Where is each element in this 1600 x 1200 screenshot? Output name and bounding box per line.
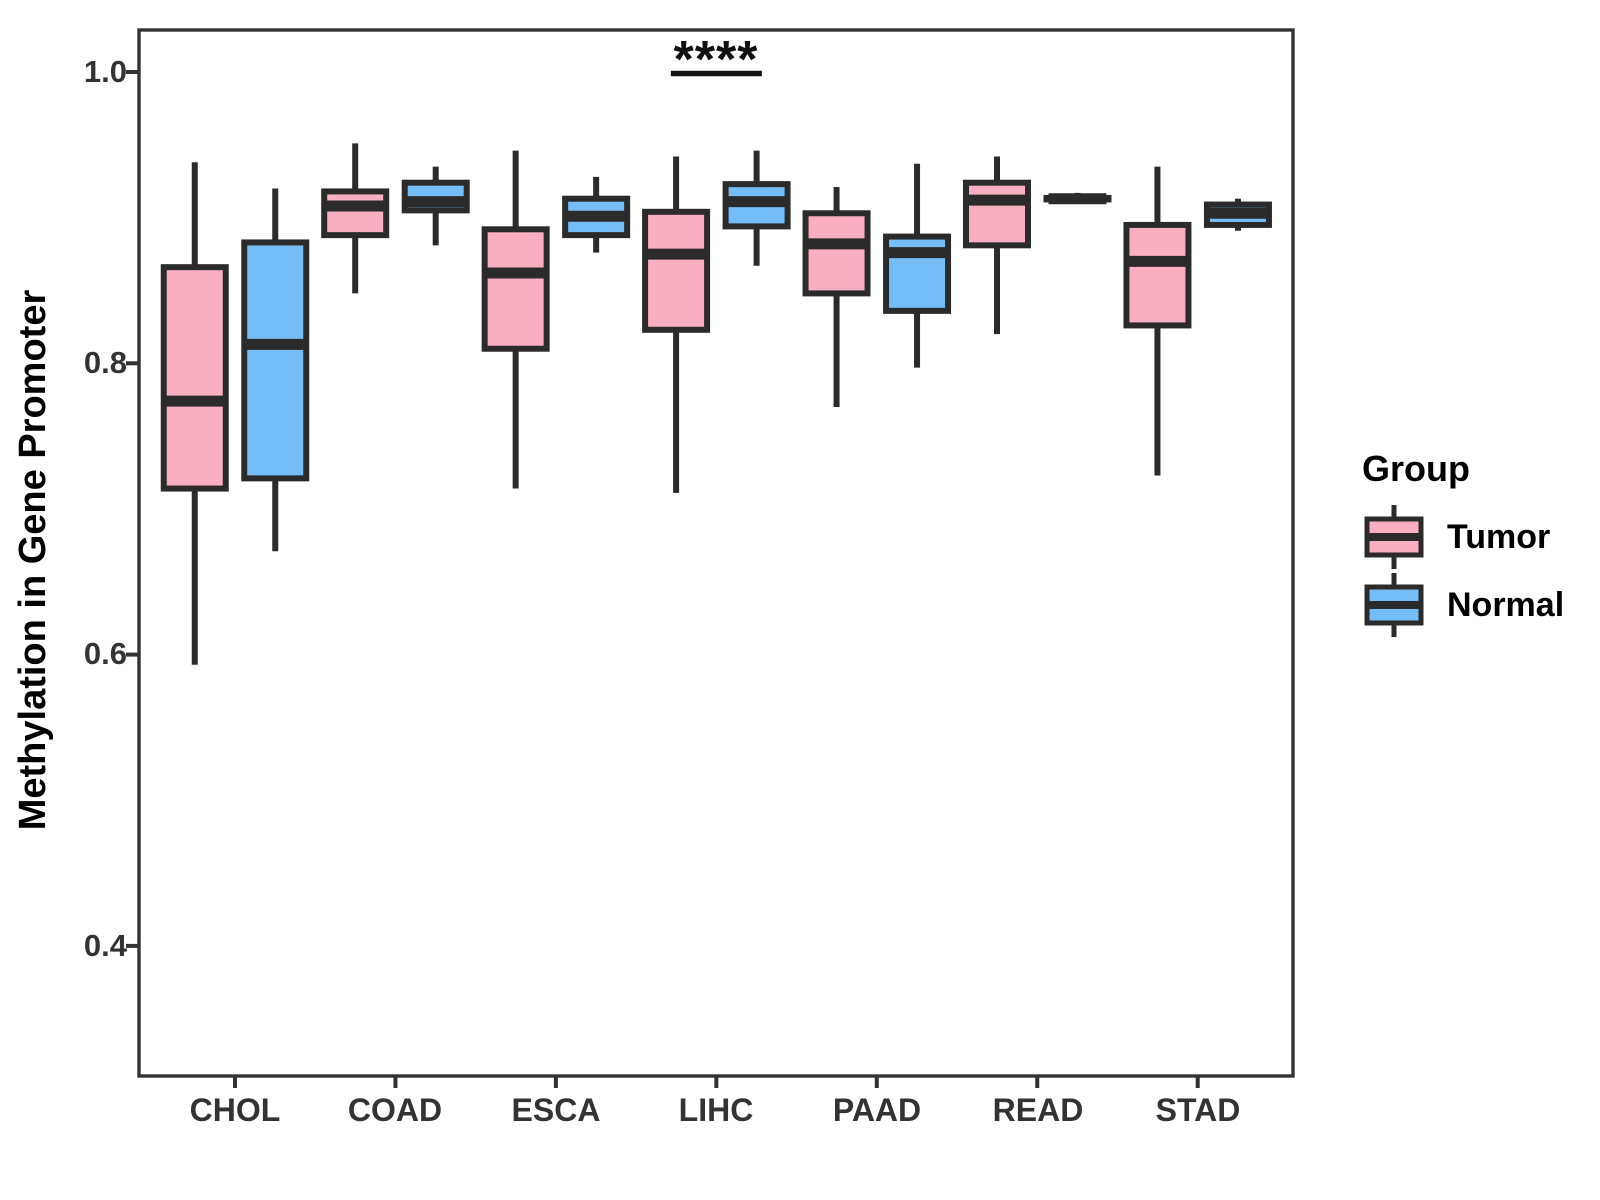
boxplot-lihc-normal [722, 150, 791, 266]
legend-title: Group [1362, 448, 1470, 489]
x-tick-label-paad: PAAD [832, 1092, 922, 1128]
boxplot-chol-tumor [160, 162, 229, 665]
iqr-box [321, 188, 390, 239]
y-tick-label-0-4: 0.4 [83, 928, 127, 963]
legend-glyph-normal [1364, 573, 1424, 637]
x-tick-label-chol: CHOL [189, 1092, 281, 1128]
boxplot-read-tumor [963, 156, 1031, 335]
boxplot-read-normal [1043, 192, 1112, 205]
y-tick-label-0-6: 0.6 [83, 636, 127, 671]
boxplot-stad-tumor [1123, 166, 1192, 476]
iqr-box [1123, 221, 1192, 329]
y-tick-label-1-0: 1.0 [83, 54, 127, 89]
iqr-box [963, 179, 1031, 249]
x-tick-label-read: READ [992, 1092, 1084, 1128]
legend-label-normal: Normal [1447, 586, 1565, 624]
iqr-box [160, 264, 229, 492]
boxplot-stad-normal [1203, 198, 1272, 231]
boxplot-paad-tumor [802, 187, 871, 407]
boxplot-coad-tumor [321, 143, 390, 294]
x-tick-label-esca: ESCA [511, 1092, 601, 1128]
iqr-box [241, 239, 310, 482]
legend-label-tumor: Tumor [1447, 518, 1551, 556]
plot-panel-border [137, 28, 1295, 1078]
iqr-box [481, 226, 550, 352]
x-tick-label-coad: COAD [347, 1092, 443, 1128]
x-tick-label-lihc: LIHC [678, 1092, 754, 1128]
y-tick-label-0-8: 0.8 [83, 345, 127, 380]
x-tick-label-stad: STAD [1155, 1092, 1241, 1128]
boxplot-paad-normal [883, 163, 952, 368]
boxplot-chol-normal [241, 188, 310, 552]
legend-glyph-tumor [1364, 505, 1424, 569]
significance-stars: **** [673, 31, 759, 89]
iqr-box [802, 210, 871, 297]
boxplot-coad-normal [401, 166, 470, 246]
boxplot-esca-tumor [481, 150, 550, 489]
boxplot-lihc-tumor [642, 156, 711, 493]
iqr-box [642, 208, 711, 333]
boxplot-esca-normal [562, 176, 631, 253]
y-axis-title: Methylation in Gene Promoter [12, 289, 54, 831]
